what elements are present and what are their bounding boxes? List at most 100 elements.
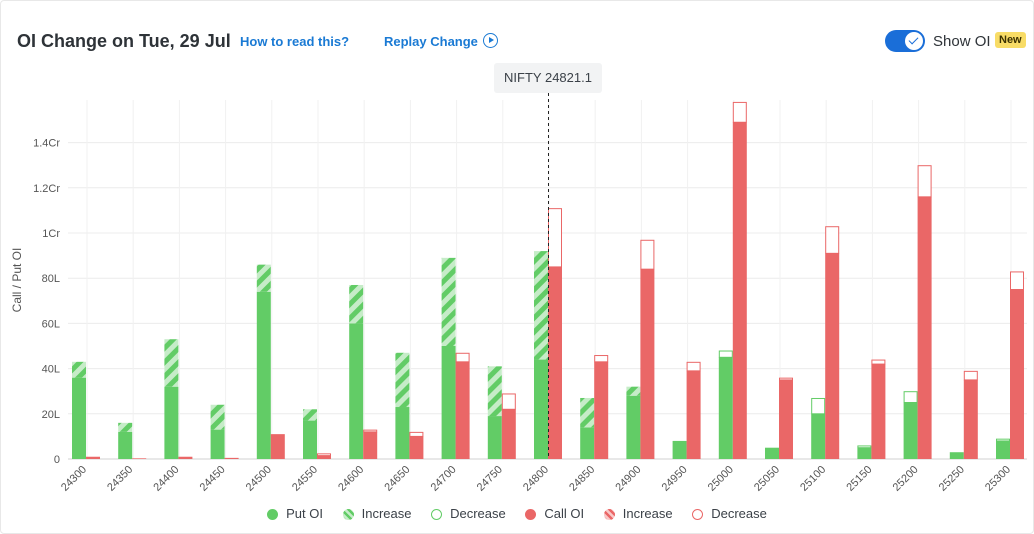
y-tick-label: 60L [42, 318, 60, 330]
put-increase-segment [256, 264, 271, 292]
call-oi-bar [455, 361, 470, 459]
legend-call-oi-label: Call OI [544, 506, 585, 521]
legend-call-decrease-label: Decrease [711, 506, 767, 521]
call-oi-decrease-segment [548, 208, 562, 268]
put-oi-bar [672, 440, 687, 459]
call-oi-bar [594, 361, 609, 459]
x-tick-label: 25100 [798, 464, 828, 494]
put-increase-segment [580, 397, 595, 428]
put-oi-bar [580, 427, 595, 459]
put-oi-bar [118, 431, 133, 459]
put-increase-segment [349, 284, 364, 324]
x-tick-label: 25000 [706, 464, 736, 494]
put-oi-bar [441, 346, 456, 459]
check-icon [905, 32, 923, 50]
call-oi-bar [640, 269, 655, 459]
x-tick-label: 24300 [59, 464, 89, 494]
legend-call-decrease[interactable]: Decrease [692, 506, 767, 521]
play-circle-icon[interactable] [483, 33, 498, 48]
chart-legend: Put OI Increase Decrease Call OI Increas… [0, 506, 1034, 521]
call-oi-decrease-segment [594, 355, 609, 363]
put-oi-decrease-segment [996, 438, 1010, 442]
put-increase-swatch [342, 509, 354, 520]
call-oi-bar [548, 266, 562, 459]
legend-put-increase[interactable]: Increase [342, 506, 411, 521]
new-badge: New [995, 32, 1026, 48]
x-tick-label: 24900 [613, 464, 643, 494]
call-oi-decrease-segment [640, 239, 655, 270]
legend-put-oi-label: Put OI [286, 506, 323, 521]
call-oi-decrease-segment [363, 429, 378, 433]
x-tick-label: 24800 [521, 464, 551, 494]
x-tick-label: 24450 [198, 464, 228, 494]
put-oi-bar [811, 413, 826, 459]
y-tick-label: 20L [42, 409, 60, 421]
put-oi-decrease-segment [718, 350, 733, 358]
put-increase-segment [72, 361, 86, 378]
x-tick-label: 25050 [752, 464, 782, 494]
y-tick-label: 1.4Cr [33, 138, 60, 150]
put-oi-bar [718, 357, 733, 459]
call-decrease-swatch [692, 509, 704, 520]
x-tick-label: 24400 [151, 464, 181, 494]
oi-bar-chart: 0 20L 40L 60L 80L 1Cr 1.2Cr 1.4Cr Call / Put OI 2… [10, 93, 1027, 494]
put-increase-segment [303, 409, 317, 421]
call-oi-bar [732, 122, 747, 459]
call-oi-bar [917, 196, 932, 459]
put-oi-bar [765, 447, 779, 459]
call-oi-bar [132, 458, 147, 459]
call-oi-decrease-segment [409, 431, 424, 437]
y-tick-label: 80L [42, 273, 60, 285]
x-tick-label: 24650 [382, 464, 412, 494]
x-tick-label: 25150 [844, 464, 874, 494]
x-tick-label: 24600 [336, 464, 366, 494]
put-oi-bar [349, 323, 364, 459]
replay-change-link[interactable]: Replay Change [384, 34, 478, 49]
legend-call-oi[interactable]: Call OI [525, 506, 584, 521]
put-oi-bar [534, 359, 548, 459]
x-tick-label: 25250 [937, 464, 967, 494]
call-oi-bar [224, 457, 239, 459]
call-oi-bar [178, 456, 193, 459]
x-tick-label: 24500 [244, 464, 274, 494]
legend-call-increase[interactable]: Increase [603, 506, 673, 521]
call-oi-decrease-segment [501, 393, 516, 410]
put-oi-decrease-segment [811, 397, 826, 415]
how-to-read-link[interactable]: How to read this? [240, 34, 350, 49]
call-oi-bar [963, 379, 978, 459]
call-increase-swatch [603, 509, 615, 520]
show-oi-label: Show OI [933, 33, 991, 50]
call-oi-bar [409, 436, 424, 459]
legend-put-decrease[interactable]: Decrease [431, 506, 506, 521]
call-oi-decrease-segment [963, 370, 978, 381]
call-oi-bar [270, 434, 285, 459]
call-oi-bar [686, 370, 701, 459]
put-increase-segment [441, 257, 456, 346]
put-increase-segment [164, 339, 179, 387]
call-oi-decrease-segment [455, 352, 470, 363]
put-increase-segment [118, 422, 133, 432]
put-oi-bar [903, 402, 918, 459]
put-oi-bar [164, 386, 179, 459]
put-oi-bar [256, 291, 271, 459]
put-increase-segment [395, 352, 410, 408]
call-oi-bar [779, 379, 793, 459]
show-oi-toggle[interactable] [885, 30, 925, 52]
call-oi-decrease-segment [871, 359, 886, 365]
legend-put-oi[interactable]: Put OI [267, 506, 323, 521]
call-oi-bar [86, 456, 100, 459]
put-oi-bar [395, 407, 410, 459]
put-oi-bar [72, 377, 86, 459]
put-oi-decrease-segment [857, 445, 872, 449]
put-increase-segment [534, 251, 548, 360]
put-increase-segment [210, 404, 225, 430]
call-oi-bar [825, 253, 840, 459]
call-oi-decrease-segment [1010, 271, 1024, 291]
call-oi-swatch [525, 509, 537, 520]
x-tick-label: 24750 [475, 464, 505, 494]
call-oi-bar [1010, 289, 1024, 459]
y-tick-label: 1Cr [42, 228, 60, 240]
chart-title: OI Change on Tue, 29 Jul [17, 31, 231, 51]
call-oi-decrease-segment [779, 377, 793, 381]
x-tick-label: 25200 [891, 464, 921, 494]
